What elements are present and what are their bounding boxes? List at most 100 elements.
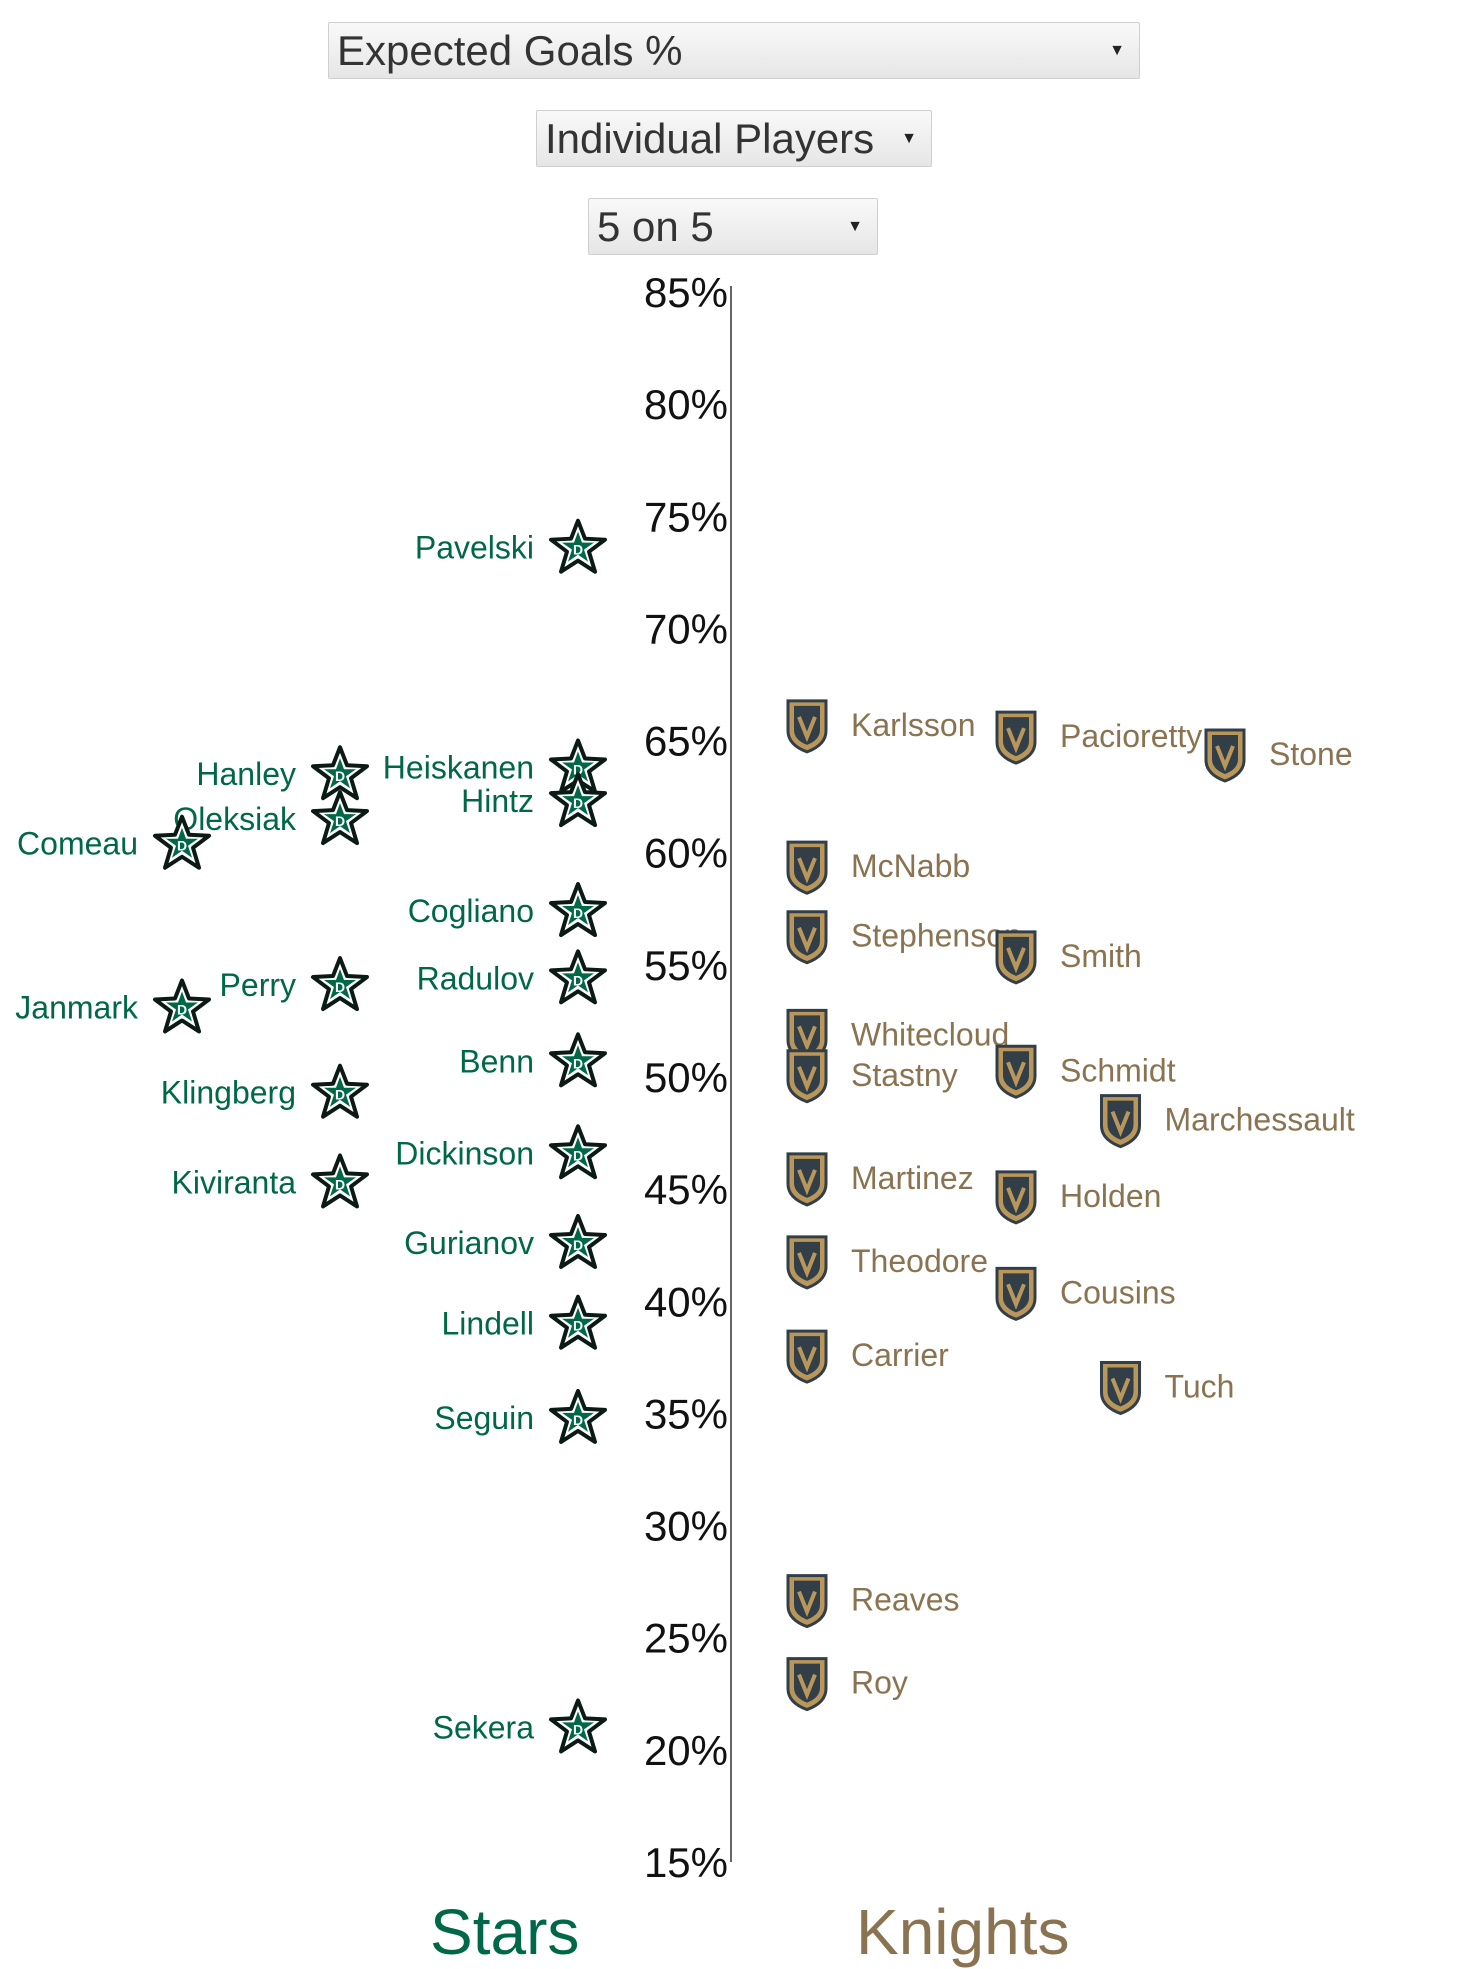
point-label: Kiviranta — [172, 1164, 297, 1200]
golden-knights-logo-icon — [786, 1656, 828, 1712]
chevron-down-icon: ▼ — [847, 218, 863, 235]
data-point[interactable]: Gurianov — [404, 1213, 607, 1269]
golden-knights-logo-icon — [1099, 1360, 1142, 1416]
data-point[interactable]: Hintz — [461, 772, 607, 828]
metric-select-value: Expected Goals % — [337, 27, 683, 74]
golden-knights-logo-icon — [1099, 1093, 1142, 1149]
point-label: Schmidt — [1060, 1052, 1176, 1088]
stars-logo-icon — [311, 956, 369, 1012]
data-point[interactable]: Heiskanen — [383, 738, 607, 794]
data-point[interactable]: Stephenson — [786, 909, 1022, 965]
point-label: Martinez — [851, 1160, 974, 1196]
stars-logo-icon — [549, 949, 607, 1005]
golden-knights-logo-icon — [995, 929, 1037, 985]
golden-knights-logo-icon — [786, 909, 828, 965]
data-point[interactable]: Oleksiak — [173, 790, 369, 846]
data-point[interactable]: Cousins — [995, 1266, 1176, 1322]
point-label: Radulov — [417, 960, 534, 996]
point-label: Stephenson — [851, 918, 1022, 954]
data-point[interactable]: Martinez — [786, 1151, 974, 1207]
player-mode-select[interactable]: Individual Players ▼ — [536, 110, 932, 167]
y-tick-label: 30% — [644, 1503, 728, 1550]
point-label: Stone — [1269, 736, 1353, 772]
point-label: Dickinson — [395, 1135, 534, 1171]
data-point[interactable]: Cogliano — [408, 882, 607, 938]
y-tick-label: 70% — [644, 605, 728, 652]
golden-knights-logo-icon — [786, 840, 828, 896]
data-point[interactable]: Karlsson — [786, 698, 976, 754]
point-label: McNabb — [851, 848, 970, 884]
data-point[interactable]: McNabb — [786, 840, 970, 896]
y-tick-label: 65% — [644, 718, 728, 765]
data-point[interactable]: Pavelski — [415, 518, 607, 574]
stars-logo-icon — [549, 1032, 607, 1088]
stars-logo-icon — [549, 1213, 607, 1269]
golden-knights-logo-icon — [995, 1044, 1037, 1100]
data-point[interactable]: Klingberg — [161, 1063, 369, 1119]
data-point[interactable]: Roy — [786, 1656, 908, 1712]
data-point[interactable]: Sekera — [433, 1698, 607, 1754]
data-point[interactable]: Benn — [459, 1032, 607, 1088]
data-point[interactable]: Stone — [1204, 728, 1353, 784]
player-mode-select-value: Individual Players — [545, 115, 875, 162]
stars-logo-icon — [549, 882, 607, 938]
data-point[interactable]: Dickinson — [395, 1124, 607, 1180]
point-label: Cousins — [1060, 1274, 1176, 1310]
golden-knights-logo-icon — [1204, 728, 1246, 784]
data-point[interactable]: Smith — [995, 929, 1142, 985]
data-point[interactable]: Hanley — [196, 745, 369, 801]
data-point[interactable]: Perry — [220, 956, 369, 1012]
data-point[interactable]: Schmidt — [995, 1044, 1176, 1100]
point-label: Klingberg — [161, 1075, 296, 1111]
point-label: Reaves — [851, 1582, 960, 1618]
y-tick-label: 75% — [644, 493, 728, 540]
point-label: Theodore — [851, 1243, 988, 1279]
point-label: Karlsson — [851, 707, 976, 743]
situation-select-value: 5 on 5 — [597, 203, 714, 250]
data-point[interactable]: Whitecloud — [786, 1008, 1009, 1064]
point-label: Sekera — [433, 1709, 535, 1745]
y-tick-label: 60% — [644, 830, 728, 877]
y-tick-label: 85% — [644, 269, 728, 316]
y-tick-label: 55% — [644, 942, 728, 989]
data-point[interactable]: Comeau — [17, 814, 211, 870]
golden-knights-logo-icon — [786, 1573, 828, 1629]
data-point[interactable]: Marchessault — [1099, 1093, 1355, 1149]
point-label: Gurianov — [404, 1225, 534, 1261]
point-label: Lindell — [441, 1306, 534, 1342]
situation-select[interactable]: 5 on 5 ▼ — [588, 198, 878, 255]
stars-logo-icon — [311, 790, 369, 846]
data-point[interactable]: Janmark — [15, 978, 211, 1034]
y-tick-label: 35% — [644, 1390, 728, 1437]
data-point[interactable]: Carrier — [786, 1329, 949, 1385]
point-label: Seguin — [434, 1400, 534, 1436]
stars-logo-icon — [549, 1294, 607, 1350]
data-point[interactable]: Tuch — [1099, 1360, 1235, 1416]
data-point[interactable]: Reaves — [786, 1573, 960, 1629]
data-point[interactable]: Seguin — [434, 1388, 607, 1444]
point-label: Oleksiak — [173, 801, 297, 837]
golden-knights-logo-icon — [786, 1151, 828, 1207]
stars-logo-icon — [549, 518, 607, 574]
stars-logo-icon — [549, 1124, 607, 1180]
data-point[interactable]: Pacioretty — [995, 710, 1202, 766]
data-point[interactable]: Holden — [995, 1169, 1161, 1225]
point-label: Benn — [459, 1043, 534, 1079]
point-label: Roy — [851, 1665, 908, 1701]
metric-select[interactable]: Expected Goals % ▼ — [328, 22, 1140, 79]
point-label: Hintz — [461, 783, 534, 819]
golden-knights-logo-icon — [786, 1329, 828, 1385]
team-label-knights: Knights — [856, 1896, 1070, 1968]
stars-logo-icon — [311, 1063, 369, 1119]
point-label: Stastny — [851, 1057, 958, 1093]
point-label: Marchessault — [1165, 1102, 1355, 1138]
golden-knights-logo-icon — [995, 1169, 1037, 1225]
data-point[interactable]: Theodore — [786, 1234, 988, 1290]
data-point[interactable]: Radulov — [417, 949, 607, 1005]
data-point[interactable]: Lindell — [441, 1294, 607, 1350]
data-point[interactable]: Kiviranta — [172, 1153, 369, 1209]
data-point[interactable]: Stastny — [786, 1048, 958, 1104]
stars-logo-icon — [311, 1153, 369, 1209]
point-label: Heiskanen — [383, 749, 534, 785]
